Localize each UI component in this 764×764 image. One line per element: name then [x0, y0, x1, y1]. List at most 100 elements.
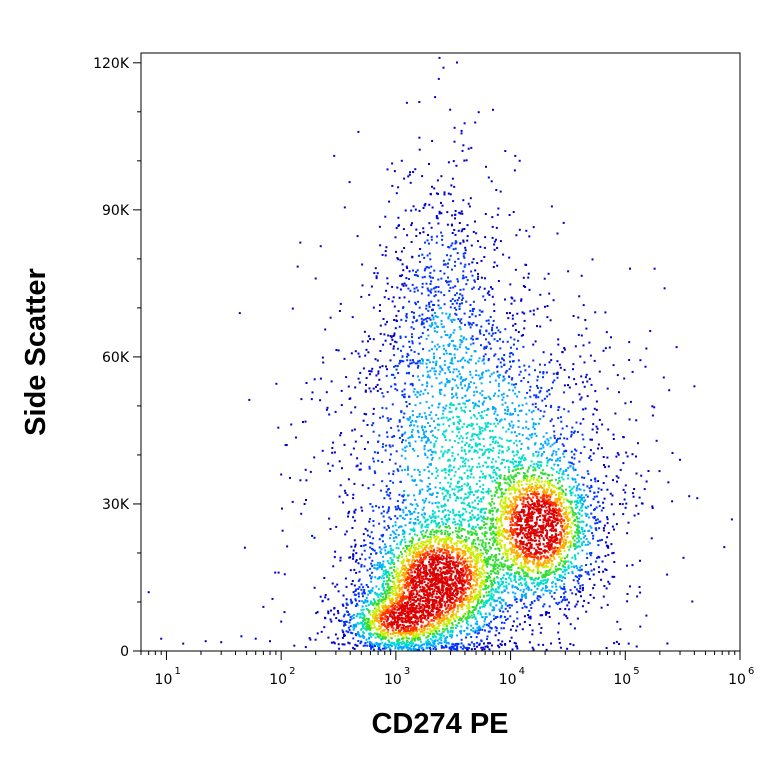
event-point — [554, 518, 557, 521]
event-point — [537, 599, 540, 602]
event-point — [370, 577, 373, 580]
event-point — [508, 606, 511, 609]
event-point — [402, 583, 405, 586]
event-point — [461, 567, 464, 570]
event-point — [544, 491, 547, 494]
event-point — [455, 596, 458, 599]
event-point — [510, 509, 512, 512]
event-point — [526, 500, 529, 503]
event-point — [536, 561, 539, 564]
event-point — [350, 545, 353, 548]
event-point — [530, 553, 533, 556]
event-point — [432, 553, 434, 556]
event-point — [417, 547, 420, 550]
event-point — [487, 562, 489, 565]
event-point — [406, 581, 409, 584]
event-point — [415, 589, 418, 592]
event-point — [541, 487, 544, 489]
event-point — [580, 595, 582, 598]
event-point — [477, 543, 480, 546]
event-point — [537, 576, 540, 579]
event-point — [444, 563, 447, 566]
event-point — [533, 502, 536, 505]
event-point — [528, 497, 531, 499]
event-point — [564, 533, 567, 535]
event-point — [514, 557, 516, 560]
event-point — [366, 641, 369, 644]
event-point — [449, 601, 452, 604]
event-point — [530, 539, 533, 542]
event-point — [491, 449, 494, 452]
event-point — [437, 608, 440, 611]
event-point — [474, 622, 477, 625]
event-point — [512, 511, 515, 514]
event-point — [435, 583, 438, 586]
event-point — [399, 612, 402, 615]
event-point — [571, 509, 574, 512]
event-point — [550, 571, 553, 574]
event-point — [440, 558, 443, 560]
event-point — [557, 549, 560, 551]
event-point — [436, 632, 439, 635]
event-point — [366, 529, 369, 532]
event-point — [589, 504, 592, 507]
event-point — [453, 594, 456, 597]
event-point — [430, 493, 433, 496]
event-point — [449, 594, 452, 597]
event-point — [481, 600, 484, 602]
event-point — [361, 592, 364, 595]
event-point — [379, 643, 382, 645]
event-point — [572, 537, 575, 540]
event-point — [572, 535, 575, 538]
event-point — [412, 527, 415, 530]
event-point — [559, 544, 562, 547]
event-point — [519, 528, 522, 531]
event-point — [425, 644, 428, 647]
event-point — [445, 576, 448, 579]
event-point — [536, 583, 539, 586]
event-point — [403, 532, 406, 535]
event-point — [533, 547, 536, 550]
event-point — [557, 533, 560, 536]
event-point — [422, 544, 425, 547]
event-point — [384, 603, 387, 606]
event-point — [406, 577, 409, 580]
event-point — [500, 462, 503, 465]
event-point — [407, 563, 410, 566]
event-point — [393, 570, 396, 573]
event-point — [389, 534, 392, 537]
event-point — [499, 609, 502, 612]
event-point — [529, 576, 532, 579]
event-point — [526, 469, 529, 472]
event-point — [581, 549, 584, 552]
event-point — [505, 518, 508, 521]
event-point — [571, 570, 574, 573]
event-point — [435, 648, 438, 651]
event-point — [461, 620, 464, 623]
event-point — [444, 543, 447, 546]
event-point — [417, 539, 420, 541]
event-point — [406, 607, 409, 610]
event-point — [580, 498, 583, 501]
event-point — [444, 557, 447, 560]
event-point — [500, 615, 503, 618]
event-point — [579, 575, 581, 578]
event-point — [574, 524, 577, 526]
event-point — [490, 595, 493, 598]
event-point — [562, 540, 565, 543]
event-point — [547, 513, 550, 516]
event-point — [410, 618, 413, 621]
event-point — [449, 634, 452, 637]
event-point — [520, 480, 523, 483]
event-point — [450, 604, 453, 607]
event-point — [461, 577, 464, 580]
event-point — [451, 631, 454, 634]
event-point — [440, 644, 443, 647]
event-point — [438, 629, 441, 632]
event-point — [556, 457, 559, 460]
event-point — [382, 560, 385, 563]
event-point — [368, 609, 371, 612]
event-point — [458, 575, 461, 578]
event-point — [558, 564, 561, 566]
event-point — [381, 575, 384, 578]
